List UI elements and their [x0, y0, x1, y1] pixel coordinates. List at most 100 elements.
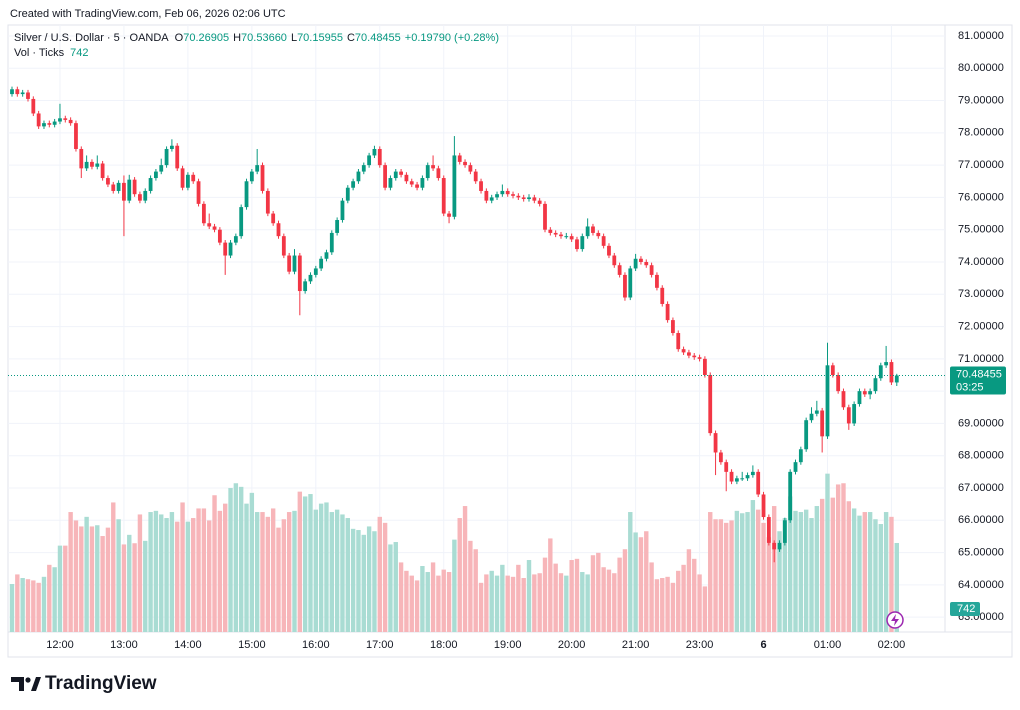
candle-body — [569, 236, 574, 240]
candle-body — [798, 449, 803, 463]
volume-bar — [425, 572, 430, 632]
candle-body — [868, 391, 873, 395]
y-tick-label: 64.00000 — [958, 579, 1004, 591]
volume-title: Vol · Ticks — [14, 47, 65, 59]
candle-body — [889, 362, 894, 383]
volume-bar — [537, 573, 542, 632]
candle-body — [468, 165, 473, 172]
volume-bar — [52, 567, 57, 632]
candle-body — [111, 184, 116, 191]
candle-body — [857, 391, 862, 405]
candle-body — [655, 274, 659, 288]
volume-bar — [670, 582, 676, 632]
candle-body — [329, 232, 334, 253]
candle-body — [671, 320, 675, 334]
candle-body — [404, 174, 409, 182]
candle-body — [425, 165, 430, 179]
volume-bar — [223, 503, 228, 632]
candle-body — [543, 203, 547, 230]
candle-body — [228, 242, 233, 256]
high-value: 70.53660 — [241, 32, 287, 44]
candle-body — [623, 274, 627, 298]
candle-body — [878, 365, 883, 379]
candle-body — [180, 168, 185, 188]
volume-bar — [185, 521, 191, 632]
volume-bar — [708, 512, 713, 632]
volume-bar — [681, 564, 686, 632]
candle-body — [79, 148, 84, 169]
candle-body — [804, 420, 809, 450]
countdown: 03:25 — [956, 381, 984, 393]
volume-bar — [281, 519, 287, 632]
volume-bar — [686, 549, 692, 632]
volume-bar — [159, 514, 164, 632]
volume-bar — [105, 527, 111, 632]
candle-body — [52, 121, 57, 125]
volume-bar — [558, 573, 564, 632]
x-tick-label: 16:00 — [302, 639, 330, 651]
volume-bar — [180, 502, 185, 632]
volume-bar — [862, 512, 867, 632]
volume-bar — [9, 584, 15, 632]
candle-body — [233, 236, 238, 243]
candle-body — [447, 213, 451, 217]
volume-bar — [217, 510, 223, 632]
volume-bar — [286, 512, 292, 632]
volume-bar — [292, 510, 297, 632]
candle-body — [559, 234, 563, 237]
volume-bar — [404, 570, 409, 632]
candle-body — [58, 118, 62, 122]
volume-bar — [63, 545, 68, 632]
x-tick-label: 21:00 — [622, 639, 650, 651]
close-label: C — [347, 32, 355, 44]
candle-body — [729, 471, 734, 482]
volume-bar — [41, 576, 47, 632]
volume-bar — [297, 491, 303, 632]
candle-body — [639, 258, 643, 262]
candle-body — [340, 200, 345, 221]
candle-body — [585, 226, 590, 237]
candle-body — [718, 452, 723, 463]
x-tick-label: 14:00 — [174, 639, 202, 651]
candle-body — [399, 171, 403, 175]
candle-body — [852, 404, 857, 424]
candle-body — [692, 355, 697, 358]
created-note: Created with TradingView.com, Feb 06, 20… — [10, 8, 286, 20]
y-tick-label: 66.00000 — [958, 514, 1004, 526]
candle-body — [873, 378, 878, 392]
volume-bar — [825, 473, 830, 632]
volume-bar — [127, 534, 132, 632]
volume-bar — [585, 574, 590, 632]
volume-bar — [191, 518, 196, 632]
volume-bar — [462, 506, 468, 632]
y-tick-label: 69.00000 — [958, 417, 1004, 429]
candle-body — [249, 171, 254, 182]
volume-bar — [841, 483, 846, 632]
candle-body — [521, 197, 526, 200]
candle-body — [484, 190, 489, 201]
candle-body — [628, 268, 633, 298]
candle-body — [31, 98, 36, 114]
candle-body — [383, 165, 387, 188]
candle-body — [367, 155, 372, 166]
candle-body — [708, 374, 713, 434]
volume-bar — [47, 564, 52, 632]
candle-body — [489, 197, 494, 201]
candle-body — [607, 245, 611, 256]
volume-bar — [697, 574, 702, 632]
x-tick-label: 18:00 — [430, 639, 458, 651]
candle-body — [122, 182, 126, 201]
x-tick-label: 13:00 — [110, 639, 138, 651]
volume-bar — [787, 496, 793, 632]
volume-legend: Vol · Ticks 742 — [14, 47, 88, 59]
candle-body — [223, 242, 228, 256]
candle-body — [884, 362, 889, 366]
volume-bar — [366, 526, 372, 632]
symbol: Silver / U.S. Dollar · 5 · OANDA — [14, 32, 169, 44]
candle-body — [281, 236, 286, 256]
candle-body — [836, 374, 841, 392]
volume-bar — [430, 562, 436, 632]
volume-bar — [361, 534, 366, 632]
candle-body — [276, 223, 281, 237]
